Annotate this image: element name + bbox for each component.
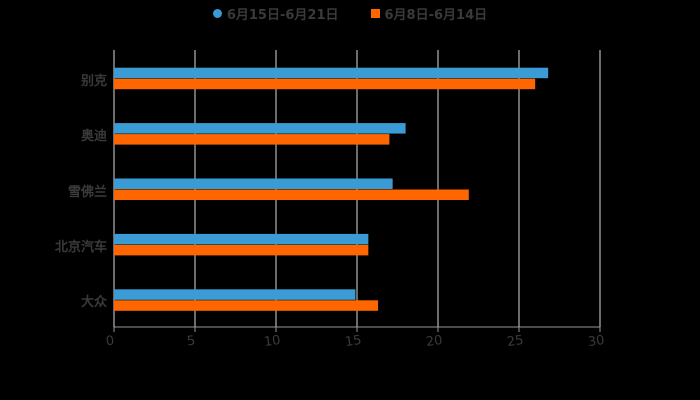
bar[interactable]: [114, 78, 536, 90]
y-category-label: 别克: [80, 73, 107, 89]
bar[interactable]: [114, 178, 393, 190]
bar[interactable]: [114, 123, 406, 134]
bar[interactable]: [114, 134, 390, 145]
y-category-label: 北京汽车: [54, 239, 107, 255]
bar[interactable]: [114, 300, 379, 311]
bar[interactable]: [114, 67, 549, 79]
bar[interactable]: [114, 189, 469, 201]
x-tick-label: 15: [344, 332, 363, 351]
x-tick-label: 30: [587, 332, 606, 351]
y-category-label: 奥迪: [80, 129, 107, 145]
y-category-label: 大众: [80, 295, 107, 311]
bar[interactable]: [114, 289, 356, 300]
circle-marker-icon: [212, 9, 222, 18]
y-category-label: 雪佛兰: [67, 184, 107, 200]
x-tick-label: 25: [506, 332, 525, 351]
legend-label: 6月15日-6月21日: [226, 8, 339, 23]
chart-legend: 6月15日-6月21日 6月8日-6月14日: [0, 4, 700, 23]
x-tick-label: 20: [425, 332, 444, 351]
legend-label: 6月8日-6月14日: [384, 8, 488, 23]
bar[interactable]: [114, 244, 369, 256]
square-marker-icon: [370, 9, 380, 18]
x-tick-label: 10: [263, 332, 282, 351]
legend-item-series-0[interactable]: 6月15日-6月21日: [212, 4, 339, 23]
legend-item-series-1[interactable]: 6月8日-6月14日: [370, 4, 488, 23]
bar[interactable]: [114, 233, 369, 245]
